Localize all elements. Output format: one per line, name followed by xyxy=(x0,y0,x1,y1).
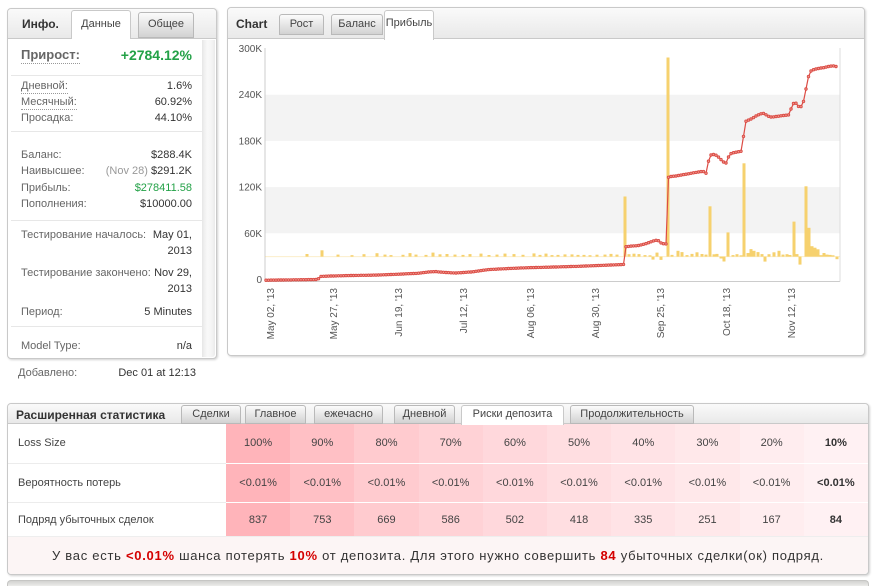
svg-text:300K: 300K xyxy=(239,44,263,55)
svg-text:180K: 180K xyxy=(239,136,263,147)
svg-text:Jul 12, '13: Jul 12, '13 xyxy=(459,288,470,334)
svg-text:Oct 18, '13: Oct 18, '13 xyxy=(722,288,733,336)
svg-text:Jun 19, '13: Jun 19, '13 xyxy=(394,288,405,337)
svg-text:Aug 06, '13: Aug 06, '13 xyxy=(526,288,537,339)
svg-text:May 02, '13: May 02, '13 xyxy=(266,288,277,340)
svg-text:Nov 12, '13: Nov 12, '13 xyxy=(787,288,798,339)
svg-text:60K: 60K xyxy=(244,229,262,240)
svg-text:120K: 120K xyxy=(239,183,263,194)
svg-text:240K: 240K xyxy=(239,90,263,101)
svg-text:Sep 25, '13: Sep 25, '13 xyxy=(656,288,667,339)
svg-text:May 27, '13: May 27, '13 xyxy=(329,288,340,340)
svg-text:0: 0 xyxy=(256,275,262,286)
svg-text:Aug 30, '13: Aug 30, '13 xyxy=(591,288,602,339)
